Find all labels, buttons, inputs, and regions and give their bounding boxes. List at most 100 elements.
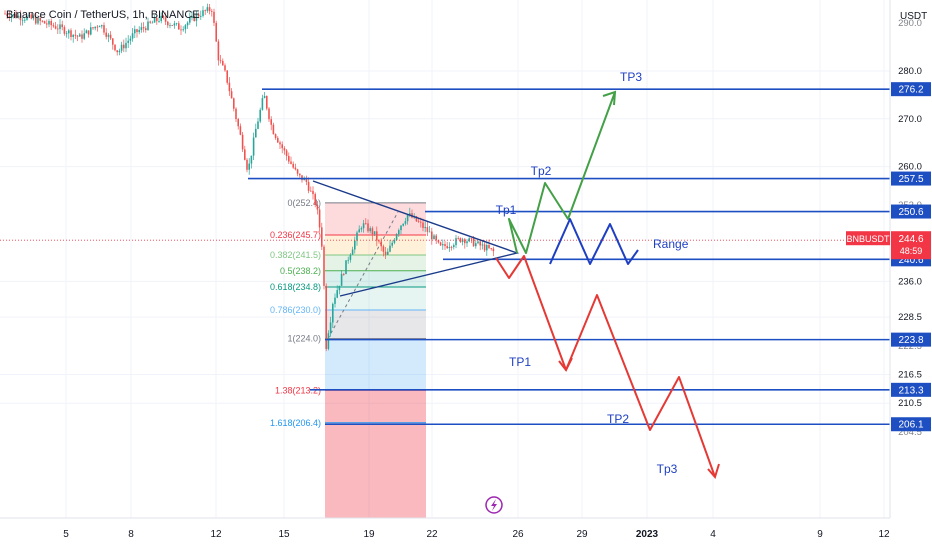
current-price-text: 244.6 [898,234,923,245]
fib-level-label: 0.236(245.7) [270,230,321,240]
candle-body [468,238,470,242]
candle-body [431,231,433,240]
fib-level-label: 1.38(213.2) [275,385,321,395]
level-price-tag-text: 276.2 [898,85,923,96]
candle-body [48,20,50,25]
candle-body [200,15,202,17]
price-tick-label: 280.0 [898,66,922,77]
candle-body [288,155,290,162]
candle-body [301,175,303,181]
level-price-tag [891,171,931,186]
fib-zone [325,270,426,288]
candle-body [54,26,57,29]
candle-body [118,50,121,53]
candle-body [332,303,334,323]
candle-body [142,27,145,29]
events[interactable] [485,496,503,514]
candle-body [10,15,13,18]
candle-body [24,19,26,21]
time-tick-label: 15 [278,529,290,540]
candle-body [334,297,336,304]
candle-body [178,23,180,30]
candle-body [206,7,209,11]
candle-body [127,40,129,43]
fibonacci-retracement[interactable]: 0(252.4) 0.236(245.7) 0.382(241.5) 0.5(238.… [270,198,426,518]
candle-body [224,65,226,71]
candle-body [378,240,380,242]
candle-body [455,238,457,246]
candle-body [321,227,323,247]
candle-body [351,249,354,255]
candle-body [6,13,8,17]
chart-title: Binance Coin / TetherUS, 1h, BINANCE [6,9,200,21]
candle-body [235,108,237,120]
fib-zone [325,390,426,423]
fib-level-label: 0.618(234.8) [270,282,321,292]
candle-body [197,14,200,17]
candle-body [138,29,140,33]
candle-body [171,25,173,26]
candle-body [17,15,19,18]
symbol-tag [846,231,890,246]
candle-body [226,70,228,83]
candle-body [292,163,294,168]
candle-body [211,11,213,12]
level-price-tag [891,82,931,97]
time-tick-label: 19 [363,529,375,540]
candle-body [85,30,88,34]
candle-body [215,22,217,42]
candle-body [61,24,63,28]
candle-body [250,155,253,164]
candle-body [46,23,48,25]
candle-body [439,242,442,246]
candle-body [338,285,341,291]
candle-body [470,238,473,240]
level-price-tag-text: 240.6 [898,255,923,266]
level-price-tag [891,204,931,219]
candle-body [39,18,41,21]
bear-target-label: TP1 [509,355,531,369]
candle-body [417,221,420,223]
candle-body [202,10,204,16]
candle-body [406,214,409,222]
candle-body [464,239,466,244]
candlestick-series [4,3,495,352]
fib-zone [325,310,426,339]
candle-body [299,173,301,176]
candle-body [195,14,198,21]
candle-body [387,251,389,255]
level-price-tag [891,382,931,397]
candle-body [340,273,343,286]
candle-body [140,27,143,30]
candle-body [230,91,233,99]
candle-body [244,149,246,160]
candle-body [15,14,17,18]
candle-body [204,10,206,12]
candle-body [402,223,404,226]
candle-body [329,322,332,334]
candle-body [68,30,70,34]
candle-body [477,241,479,244]
projection-drawings[interactable]: Tp1 Tp2 TP3 TP1 TP2 Tp3 Range [312,70,720,480]
horizontal-levels[interactable] [0,88,890,426]
candle-body [208,7,211,12]
candle-body [384,251,387,255]
candle-body [448,246,451,249]
candle-body [382,246,385,252]
candle-body [169,25,171,26]
candle-body [488,244,490,249]
candle-body [222,60,224,66]
time-tick-label: 4 [710,529,716,540]
candle-body [160,15,162,22]
candle-body [151,22,154,24]
candle-body [129,38,132,41]
candle-body [415,216,418,222]
candle-body [305,178,308,182]
candle-body [261,98,264,110]
candle-body [153,18,156,23]
candle-body [420,221,422,223]
candle-body [30,14,33,19]
candle-body [76,35,79,37]
